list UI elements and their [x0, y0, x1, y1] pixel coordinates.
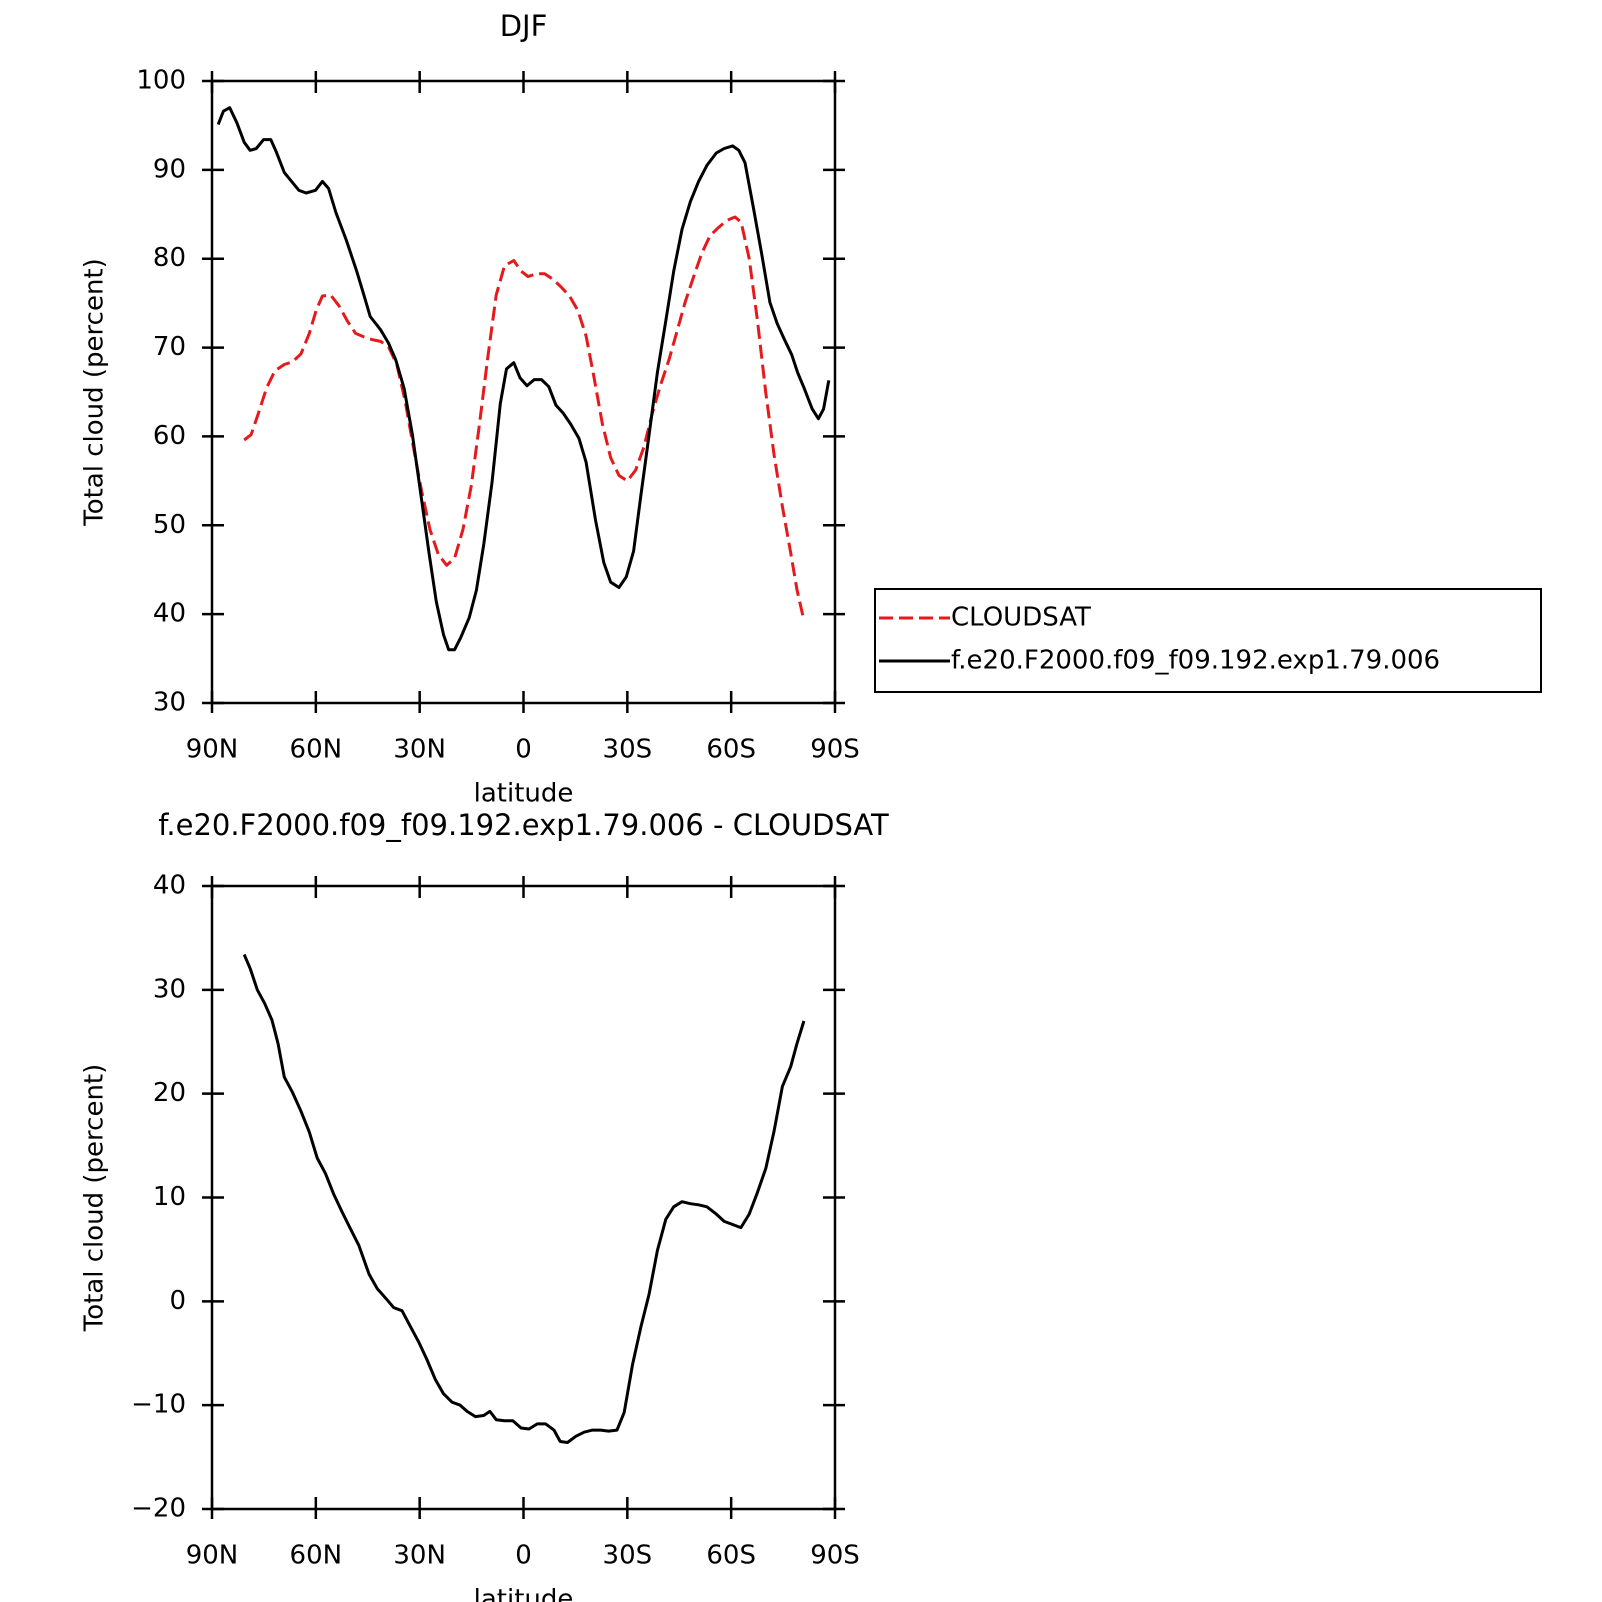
x-tick-label: 30N	[393, 735, 446, 765]
data-line	[243, 215, 806, 621]
legend-box	[874, 588, 1542, 693]
y-axis-label: Total cloud (percent)	[80, 258, 110, 527]
y-tick-label: 80	[153, 243, 186, 273]
plot-frame	[210, 884, 837, 1511]
y-tick-label: 20	[153, 1078, 186, 1108]
y-tick-label: −10	[131, 1390, 186, 1420]
x-tick-label: 90N	[186, 735, 239, 765]
y-tick-label: 60	[153, 421, 186, 451]
x-tick-label: 60N	[290, 735, 343, 765]
legend-label: f.e20.F2000.f09_f09.192.exp1.79.006	[951, 646, 1440, 676]
y-tick-label: 50	[153, 510, 186, 540]
x-axis-label: latitude	[474, 1585, 574, 1602]
y-tick-label: 100	[136, 66, 186, 96]
y-tick-label: 70	[153, 332, 186, 362]
legend-label: CLOUDSAT	[951, 603, 1091, 633]
x-tick-label: 0	[515, 1541, 532, 1571]
x-tick-label: 60N	[290, 1541, 343, 1571]
x-tick-label: 90S	[810, 1541, 860, 1571]
y-tick-label: 30	[153, 974, 186, 1004]
y-tick-label: 30	[153, 688, 186, 718]
y-tick-label: 10	[153, 1182, 186, 1212]
y-tick-label: 0	[169, 1286, 186, 1316]
x-tick-label: 90S	[810, 735, 860, 765]
chart-title: DJF	[500, 9, 548, 43]
x-tick-label: 30S	[603, 735, 653, 765]
x-tick-label: 0	[515, 735, 532, 765]
y-tick-label: 90	[153, 154, 186, 184]
plot-frame	[210, 79, 837, 705]
y-tick-label: 40	[153, 599, 186, 629]
data-line	[216, 106, 831, 652]
x-tick-label: 90N	[186, 1541, 239, 1571]
x-tick-label: 30S	[603, 1541, 653, 1571]
x-tick-label: 60S	[706, 735, 756, 765]
y-tick-label: −20	[131, 1494, 186, 1524]
x-tick-label: 30N	[393, 1541, 446, 1571]
chart-title: f.e20.F2000.f09_f09.192.exp1.79.006 - CL…	[158, 808, 889, 842]
x-tick-label: 60S	[706, 1541, 756, 1571]
data-line	[242, 953, 806, 1444]
y-axis-label: Total cloud (percent)	[80, 1064, 110, 1333]
x-axis-label: latitude	[474, 779, 574, 809]
y-tick-label: 40	[153, 871, 186, 901]
